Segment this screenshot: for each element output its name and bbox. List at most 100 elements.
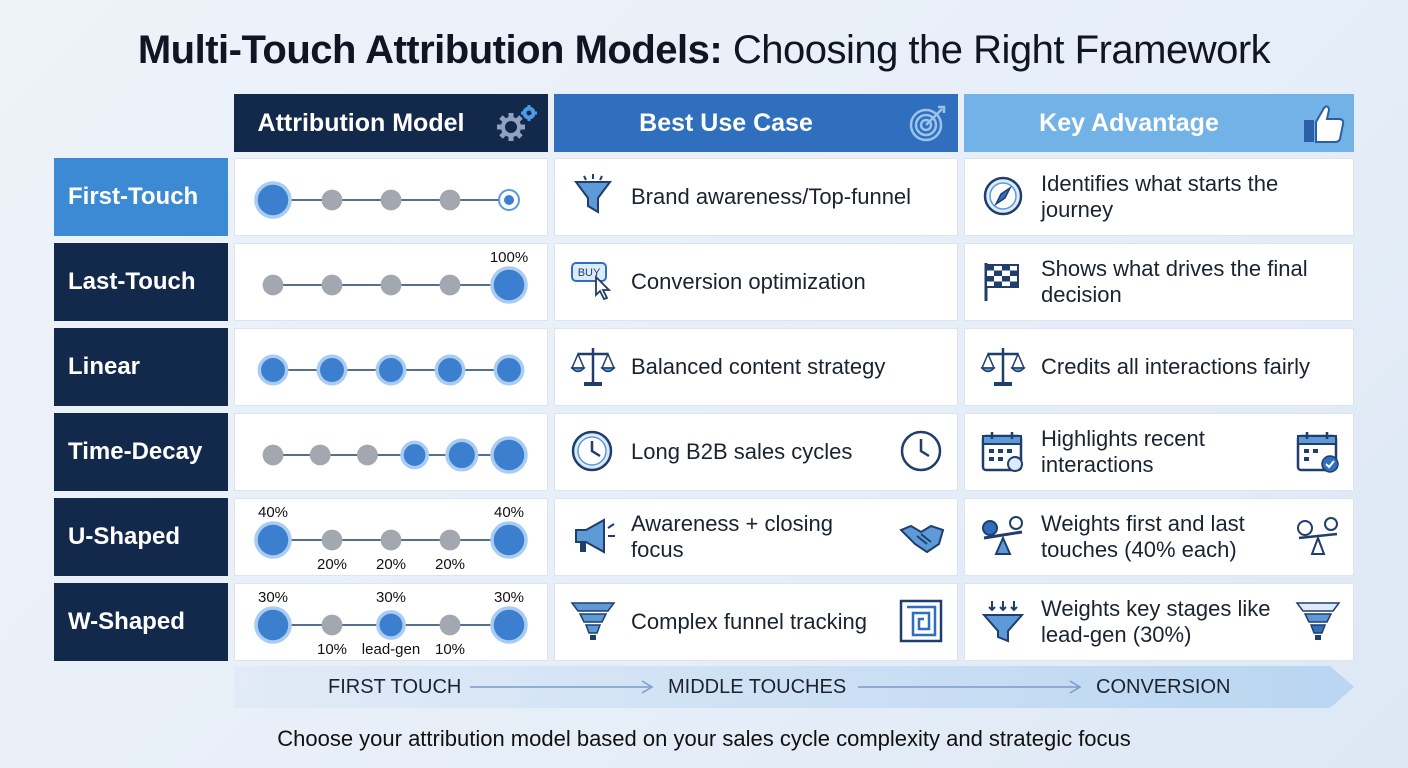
target-icon: [898, 103, 958, 143]
scales-icon: [965, 328, 1041, 406]
touchpoint-end-dot: [504, 195, 514, 205]
advantage-cell: Highlights recent interactions: [964, 413, 1354, 491]
touchpoint-dot: [439, 614, 461, 636]
use-case-text: Brand awareness/Top-funnel: [631, 184, 912, 209]
weight-label-bottom: 10%: [435, 641, 465, 658]
touchpoint-dot: [262, 274, 284, 296]
touchpoint-dot: [321, 274, 343, 296]
flow-arrow-1: [470, 680, 654, 694]
use-case-text: Balanced content strategy: [631, 354, 886, 379]
model-label: U-Shaped: [54, 498, 228, 576]
touchpoint-dot: [254, 521, 292, 559]
touchpoint-dot: [490, 436, 528, 474]
flow-start-label: FIRST TOUCH: [328, 676, 462, 698]
use-case-cell: Long B2B sales cycles: [554, 413, 958, 491]
weight-label-top: 100%: [490, 249, 528, 266]
funnel-arrows-icon: [965, 583, 1041, 661]
model-label: First-Touch: [54, 158, 228, 236]
checkered-flag-icon: [965, 243, 1041, 321]
advantage-cell: Weights first and last touches (40% each…: [964, 498, 1354, 576]
touchpoint-dot: [439, 189, 461, 211]
header-model-label: Attribution Model: [257, 108, 465, 137]
touchpoint-dot: [445, 438, 479, 472]
advantage-text: Identifies what starts the journey: [1041, 171, 1279, 222]
touchpoint-dot: [439, 529, 461, 551]
megaphone-icon: [555, 498, 631, 576]
funnel-outline-icon: [1283, 599, 1353, 645]
calendar-icon: [965, 413, 1041, 491]
touchpoint-diagram: 40% 40% 20% 20% 20%: [234, 498, 548, 576]
weight-label-bottom: lead-gen: [362, 641, 420, 658]
page-title: Multi-Touch Attribution Models: Choosing…: [0, 28, 1408, 73]
flow-end-label: CONVERSION: [1096, 676, 1231, 698]
use-case-cell: Awareness + closing focus: [554, 498, 958, 576]
model-label: Time-Decay: [54, 413, 228, 491]
touchpoint-dot: [490, 521, 528, 559]
advantage-cell: Weights key stages like lead-gen (30%): [964, 583, 1354, 661]
use-case-cell: Brand awareness/Top-funnel: [554, 158, 958, 236]
use-case-text: Awareness + closing focus: [631, 511, 833, 562]
weight-label-top: 40%: [494, 504, 524, 521]
weight-label-bottom: 20%: [317, 556, 347, 573]
weight-label-top: 40%: [258, 504, 288, 521]
model-label: Linear: [54, 328, 228, 406]
model-label: W-Shaped: [54, 583, 228, 661]
advantage-text: Weights first and last touches (40% each…: [1041, 511, 1245, 562]
touchpoint-dot: [254, 181, 292, 219]
touchpoint-dot: [321, 189, 343, 211]
advantage-text: Weights key stages like lead-gen (30%): [1041, 596, 1271, 647]
touchpoint-dot: [321, 614, 343, 636]
touchpoint-dot: [400, 440, 429, 470]
touchpoint-dot: [376, 610, 406, 640]
touchpoint-dot: [316, 354, 348, 386]
weight-label-bottom: 20%: [435, 556, 465, 573]
touchpoint-dot: [434, 354, 466, 386]
clock-outline-icon: [887, 429, 957, 475]
gears-icon: [488, 103, 548, 143]
use-case-cell: Balanced content strategy: [554, 328, 958, 406]
advantage-text: Credits all interactions fairly: [1041, 354, 1310, 379]
title-rest: Choosing the Right Framework: [722, 28, 1271, 72]
advantage-cell: Credits all interactions fairly: [964, 328, 1354, 406]
thumbs-up-icon: [1294, 102, 1354, 144]
header-attribution-model: Attribution Model: [234, 94, 548, 152]
buy-button-icon: BUY: [555, 243, 631, 321]
clock-icon: [555, 413, 631, 491]
flow-middle-label: MIDDLE TOUCHES: [668, 676, 847, 698]
use-case-text: Complex funnel tracking: [631, 609, 868, 634]
touchpoint-dot: [357, 444, 378, 466]
journey-flow-bar: [234, 666, 1354, 708]
header-key-advantage: Key Advantage: [964, 94, 1354, 152]
balance-weights-icon: [965, 498, 1041, 576]
touchpoint-diagram: 30% 30% 30% 10% lead-gen 10%: [234, 583, 548, 661]
use-case-text: Long B2B sales cycles: [631, 439, 853, 464]
model-label: Last-Touch: [54, 243, 228, 321]
weight-label-top: 30%: [376, 589, 406, 606]
header-best-use-case: Best Use Case: [554, 94, 958, 152]
header-use-case-label: Best Use Case: [639, 108, 813, 137]
svg-text:BUY: BUY: [578, 267, 601, 279]
touchpoint-diagram: [234, 158, 548, 236]
header-advantage-label: Key Advantage: [1039, 108, 1219, 137]
touchpoint-dot: [262, 444, 284, 466]
touchpoint-dot: [490, 606, 528, 644]
funnel-icon: [555, 158, 631, 236]
funnel-stack-icon: [555, 583, 631, 661]
calendar-check-icon: [1283, 429, 1353, 475]
use-case-cell: BUY Conversion optimization: [554, 243, 958, 321]
use-case-cell: Complex funnel tracking: [554, 583, 958, 661]
touchpoint-dot: [490, 266, 528, 304]
weight-label-bottom: 10%: [317, 641, 347, 658]
touchpoint-dot: [254, 606, 292, 644]
touchpoint-dot: [439, 274, 461, 296]
touchpoint-dot: [257, 354, 289, 386]
touchpoint-diagram: [234, 413, 548, 491]
advantage-text: Highlights recent interactions: [1041, 426, 1205, 477]
advantage-cell: Identifies what starts the journey: [964, 158, 1354, 236]
touchpoint-dot: [380, 189, 402, 211]
touchpoint-dot: [493, 354, 525, 386]
use-case-text: Conversion optimization: [631, 269, 866, 294]
weight-label-bottom: 20%: [376, 556, 406, 573]
weight-label-top: 30%: [494, 589, 524, 606]
touchpoint-diagram: 100%: [234, 243, 548, 321]
